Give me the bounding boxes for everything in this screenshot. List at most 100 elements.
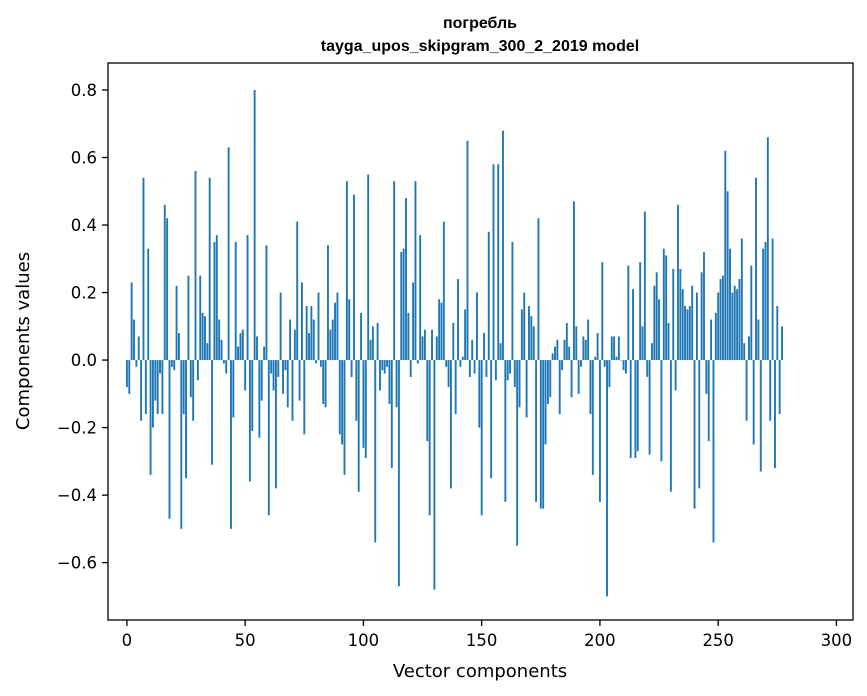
bar <box>416 360 419 364</box>
bar <box>509 360 512 374</box>
bar <box>532 326 535 361</box>
bar <box>308 333 310 361</box>
bar <box>695 292 698 361</box>
bar <box>504 360 507 502</box>
bar <box>686 309 689 361</box>
bar <box>506 360 509 381</box>
bar <box>182 360 185 415</box>
bar <box>615 356 618 361</box>
bar <box>265 245 268 361</box>
bar <box>230 360 232 529</box>
bar <box>331 319 334 361</box>
y-tick-label: 0.8 <box>71 81 97 100</box>
bar <box>738 279 741 361</box>
bar <box>759 360 762 472</box>
bar <box>277 360 280 377</box>
bar <box>315 360 318 364</box>
y-tick-label: −0.2 <box>57 419 97 438</box>
bar <box>457 279 459 361</box>
bar <box>423 329 426 361</box>
bar <box>215 235 218 361</box>
bar <box>494 360 497 381</box>
bar <box>511 241 514 361</box>
bar <box>156 360 159 415</box>
bar <box>317 292 320 361</box>
bar <box>263 346 266 361</box>
bar <box>561 360 564 371</box>
bar <box>731 292 734 361</box>
bar <box>374 360 377 543</box>
bar <box>762 248 765 361</box>
bar <box>135 360 138 367</box>
bar <box>665 255 668 361</box>
bar <box>473 360 476 374</box>
bar <box>170 360 173 367</box>
bar <box>691 285 694 361</box>
bar <box>329 329 332 361</box>
bar <box>445 360 448 367</box>
bar <box>610 336 613 361</box>
bar <box>232 360 235 418</box>
bar <box>369 339 372 361</box>
bar <box>516 360 519 546</box>
bar <box>300 282 303 361</box>
bar <box>407 312 410 361</box>
bar <box>334 302 336 361</box>
bar <box>658 299 661 361</box>
bar <box>189 360 192 398</box>
bar <box>537 218 540 361</box>
bar <box>258 360 261 438</box>
bar <box>241 329 244 361</box>
y-axis-label: Components values <box>13 252 34 430</box>
bar <box>345 181 348 361</box>
bar <box>211 360 214 465</box>
bar <box>662 248 665 361</box>
bar <box>627 265 630 361</box>
bar <box>289 319 292 361</box>
bar <box>743 343 746 361</box>
bar <box>546 360 549 404</box>
bar <box>750 265 753 361</box>
bar <box>367 174 370 361</box>
bar <box>248 360 251 482</box>
bar <box>535 360 538 502</box>
bar <box>766 137 769 361</box>
bar <box>303 360 306 435</box>
bar <box>712 360 715 543</box>
bar <box>409 360 412 377</box>
bar <box>502 130 504 361</box>
bar <box>149 360 152 475</box>
bar <box>204 316 206 361</box>
bar <box>180 360 183 529</box>
bar <box>376 322 379 361</box>
bar <box>646 360 649 377</box>
bar <box>440 302 443 361</box>
bar <box>596 333 599 361</box>
bar <box>433 360 436 590</box>
bar <box>187 275 190 361</box>
bar <box>721 275 724 361</box>
bar <box>435 336 438 361</box>
bar <box>286 360 289 408</box>
bar <box>520 309 523 361</box>
bar <box>166 218 169 361</box>
bar <box>237 346 240 361</box>
bar <box>270 360 273 374</box>
chart-title-line2: tayga_upos_skipgram_300_2_2019 model <box>321 38 639 55</box>
bar <box>161 360 164 415</box>
bar <box>755 177 757 361</box>
bar <box>400 252 403 361</box>
bar <box>703 252 705 361</box>
bar <box>497 164 500 361</box>
bar <box>147 248 150 361</box>
bar <box>681 289 684 361</box>
bar <box>575 326 578 361</box>
bar <box>383 360 386 374</box>
bar <box>688 306 691 361</box>
bar <box>549 360 552 398</box>
bar <box>523 292 526 361</box>
bar <box>218 319 221 361</box>
bar <box>608 360 611 388</box>
bar <box>672 268 675 361</box>
